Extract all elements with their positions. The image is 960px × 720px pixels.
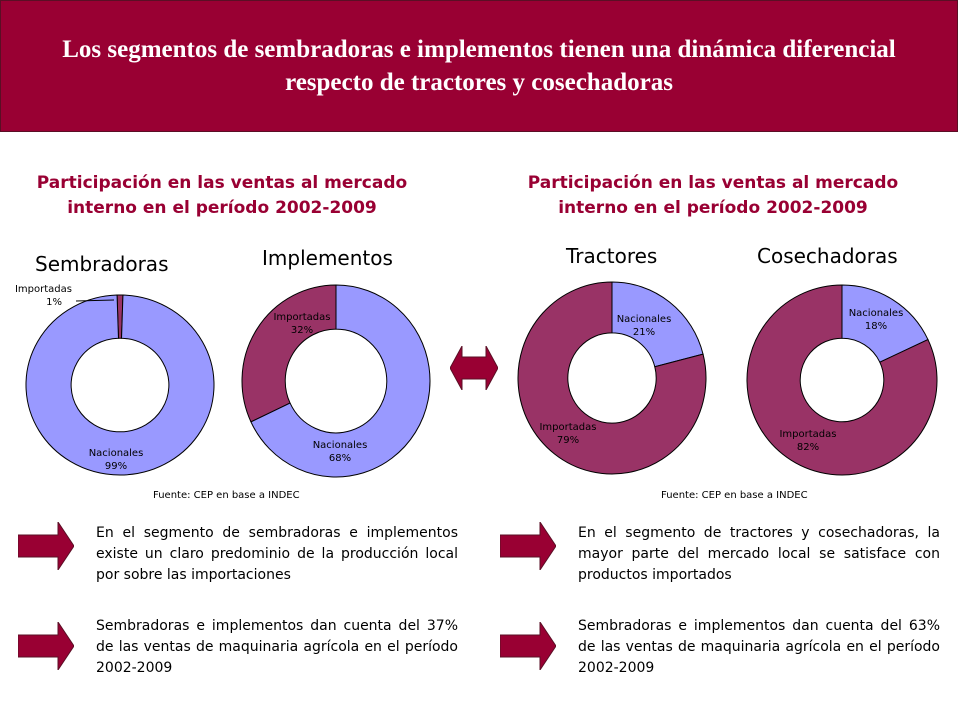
chart-title-implementos: Implementos <box>262 246 393 270</box>
chart-title-sembradoras: Sembradoras <box>35 252 169 276</box>
slice-label-category: Nacionales <box>849 308 904 319</box>
slice-label-value: 79% <box>557 435 579 446</box>
source-note-right: Fuente: CEP en base a INDEC <box>661 490 808 501</box>
page-title-line-2: respecto de tractores y cosechadoras <box>285 69 673 96</box>
right-subtitle-line-1: Participación en las ventas al mercado <box>527 173 899 193</box>
slice-label-value: 82% <box>797 442 819 453</box>
donut-slice-nacionales <box>25 294 215 476</box>
slice-label-category: Importadas <box>779 429 836 440</box>
left-subtitle-line-1: Participación en las ventas al mercado <box>36 173 408 193</box>
donut-slice-nacionales <box>611 281 704 368</box>
donut-implementos <box>241 284 431 478</box>
arrow-right-icon <box>18 622 74 670</box>
left-subtitle-line-2: interno en el período 2002-2009 <box>67 198 377 218</box>
left-subtitle: Participación en las ventas al mercado i… <box>2 171 442 221</box>
bullet-right-2: Sembradoras e implementos dan cuenta del… <box>578 618 940 676</box>
chart-title-cosechadoras: Cosechadoras <box>757 244 898 268</box>
donut-tractores <box>517 281 707 475</box>
bullet-right-1: En el segmento de tractores y cosechador… <box>578 525 940 583</box>
double-arrow-icon <box>450 346 498 390</box>
slice-label-category: Nacionales <box>617 314 672 325</box>
donut-slice-importadas <box>241 284 337 423</box>
slice-label-value: 1% <box>46 297 62 308</box>
bullet-left-2: Sembradoras e implementos dan cuenta del… <box>96 618 458 676</box>
source-note-left: Fuente: CEP en base a INDEC <box>153 490 300 501</box>
slice-label-value: 21% <box>633 327 655 338</box>
slice-label-category: Importadas <box>273 312 330 323</box>
right-subtitle-line-2: interno en el período 2002-2009 <box>558 198 868 218</box>
title-banner: Los segmentos de sembradoras e implement… <box>0 0 958 132</box>
donut-slice-nacionales <box>250 284 431 478</box>
arrow-right-icon <box>18 522 74 570</box>
donut-sembradoras <box>25 294 215 476</box>
slice-label-category: Importadas <box>539 422 596 433</box>
arrow-right-icon <box>500 622 556 670</box>
donut-cosechadoras <box>746 284 938 476</box>
slice-label-value: 99% <box>105 461 127 472</box>
slice-label-category: Nacionales <box>313 440 368 451</box>
right-subtitle: Participación en las ventas al mercado i… <box>493 171 933 221</box>
page-title-line-1: Los segmentos de sembradoras e implement… <box>62 36 896 63</box>
leader-line <box>75 299 115 302</box>
donut-slice-nacionales <box>841 284 929 363</box>
slice-label-value: 32% <box>291 325 313 336</box>
slice-label-value: 68% <box>329 453 351 464</box>
donut-slice-importadas <box>746 284 938 476</box>
arrow-right-icon <box>500 522 556 570</box>
page-title: Los segmentos de sembradoras e implement… <box>19 33 939 99</box>
slice-label-category: Nacionales <box>89 448 144 459</box>
slice-label-value: 18% <box>865 321 887 332</box>
bullet-left-1: En el segmento de sembradoras e implemen… <box>96 525 458 583</box>
chart-title-tractores: Tractores <box>566 244 658 268</box>
donut-slice-importadas <box>517 281 707 475</box>
slice-label-category: Importadas <box>15 284 72 295</box>
